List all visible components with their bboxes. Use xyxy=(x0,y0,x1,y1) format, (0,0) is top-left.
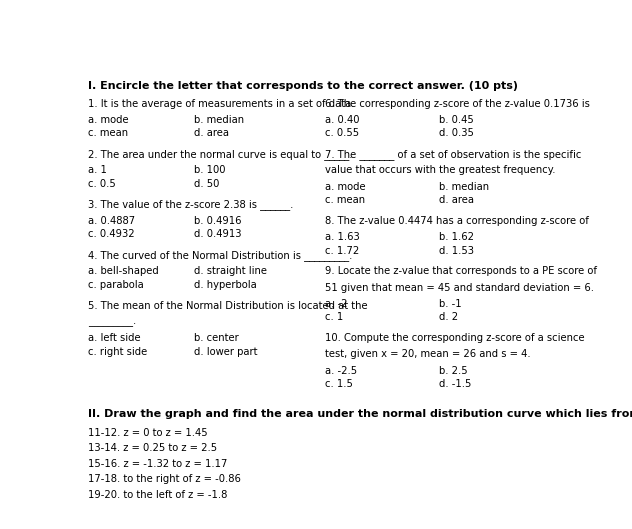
Text: 3. The value of the z-score 2.38 is ______.: 3. The value of the z-score 2.38 is ____… xyxy=(88,199,293,211)
Text: b. 2.5: b. 2.5 xyxy=(439,366,468,376)
Text: d. 1.53: d. 1.53 xyxy=(439,245,474,256)
Text: 5. The mean of the Normal Distribution is located at the: 5. The mean of the Normal Distribution i… xyxy=(88,300,367,311)
Text: a. left side: a. left side xyxy=(88,333,140,343)
Text: 19-20. to the left of z = -1.8: 19-20. to the left of z = -1.8 xyxy=(88,489,227,499)
Text: b. center: b. center xyxy=(194,333,239,343)
Text: a. mode: a. mode xyxy=(325,181,365,191)
Text: b. 0.45: b. 0.45 xyxy=(439,115,474,125)
Text: b. 1.62: b. 1.62 xyxy=(439,232,474,242)
Text: d. hyperbola: d. hyperbola xyxy=(194,280,257,290)
Text: d. lower part: d. lower part xyxy=(194,346,258,357)
Text: test, given x = 20, mean = 26 and s = 4.: test, given x = 20, mean = 26 and s = 4. xyxy=(325,350,530,359)
Text: a. 0.4887: a. 0.4887 xyxy=(88,216,135,226)
Text: b. -1: b. -1 xyxy=(439,299,461,309)
Text: d. 2: d. 2 xyxy=(439,312,458,322)
Text: a. bell-shaped: a. bell-shaped xyxy=(88,266,159,276)
Text: d. 50: d. 50 xyxy=(194,179,219,189)
Text: I. Encircle the letter that corresponds to the correct answer. (10 pts): I. Encircle the letter that corresponds … xyxy=(88,80,518,90)
Text: c. 0.55: c. 0.55 xyxy=(325,128,359,138)
Text: _________.: _________. xyxy=(88,317,136,327)
Text: a. 0.40: a. 0.40 xyxy=(325,115,360,125)
Text: 8. The z-value 0.4474 has a corresponding z-score of: 8. The z-value 0.4474 has a correspondin… xyxy=(325,216,589,226)
Text: 10. Compute the corresponding z-score of a science: 10. Compute the corresponding z-score of… xyxy=(325,333,585,343)
Text: 1. It is the average of measurements in a set of data.: 1. It is the average of measurements in … xyxy=(88,98,355,108)
Text: c. 1.72: c. 1.72 xyxy=(325,245,359,256)
Text: 17-18. to the right of z = -0.86: 17-18. to the right of z = -0.86 xyxy=(88,474,241,484)
Text: b. median: b. median xyxy=(439,181,489,191)
Text: c. mean: c. mean xyxy=(88,128,128,138)
Text: c. 0.5: c. 0.5 xyxy=(88,179,116,189)
Text: d. -1.5: d. -1.5 xyxy=(439,379,471,389)
Text: 15-16. z = -1.32 to z = 1.17: 15-16. z = -1.32 to z = 1.17 xyxy=(88,459,227,469)
Text: a. mode: a. mode xyxy=(88,115,128,125)
Text: 11-12. z = 0 to z = 1.45: 11-12. z = 0 to z = 1.45 xyxy=(88,427,207,437)
Text: c. right side: c. right side xyxy=(88,346,147,357)
Text: a. 1.63: a. 1.63 xyxy=(325,232,360,242)
Text: a. 1: a. 1 xyxy=(88,166,107,175)
Text: c. 1: c. 1 xyxy=(325,312,343,322)
Text: c. mean: c. mean xyxy=(325,195,365,205)
Text: c. parabola: c. parabola xyxy=(88,280,143,290)
Text: b. 0.4916: b. 0.4916 xyxy=(194,216,241,226)
Text: d. area: d. area xyxy=(194,128,229,138)
Text: b. 100: b. 100 xyxy=(194,166,226,175)
Text: 51 given that mean = 45 and standard deviation = 6.: 51 given that mean = 45 and standard dev… xyxy=(325,282,594,293)
Text: 13-14. z = 0.25 to z = 2.5: 13-14. z = 0.25 to z = 2.5 xyxy=(88,443,217,453)
Text: 9. Locate the z-value that corresponds to a PE score of: 9. Locate the z-value that corresponds t… xyxy=(325,266,597,276)
Text: d. 0.35: d. 0.35 xyxy=(439,128,474,138)
Text: d. 0.4913: d. 0.4913 xyxy=(194,229,241,239)
Text: c. 1.5: c. 1.5 xyxy=(325,379,353,389)
Text: c. 0.4932: c. 0.4932 xyxy=(88,229,135,239)
Text: value that occurs with the greatest frequency.: value that occurs with the greatest freq… xyxy=(325,166,556,175)
Text: b. median: b. median xyxy=(194,115,244,125)
Text: a. -2.5: a. -2.5 xyxy=(325,366,357,376)
Text: 7. The _______ of a set of observation is the specific: 7. The _______ of a set of observation i… xyxy=(325,149,581,160)
Text: 2. The area under the normal curve is equal to _____.: 2. The area under the normal curve is eq… xyxy=(88,149,352,160)
Text: a. -2: a. -2 xyxy=(325,299,348,309)
Text: d. area: d. area xyxy=(439,195,474,205)
Text: d. straight line: d. straight line xyxy=(194,266,267,276)
Text: II. Draw the graph and find the area under the normal distribution curve which l: II. Draw the graph and find the area und… xyxy=(88,409,632,419)
Text: 4. The curved of the Normal Distribution is _________.: 4. The curved of the Normal Distribution… xyxy=(88,250,352,261)
Text: 6. The corresponding z-score of the z-value 0.1736 is: 6. The corresponding z-score of the z-va… xyxy=(325,98,590,108)
